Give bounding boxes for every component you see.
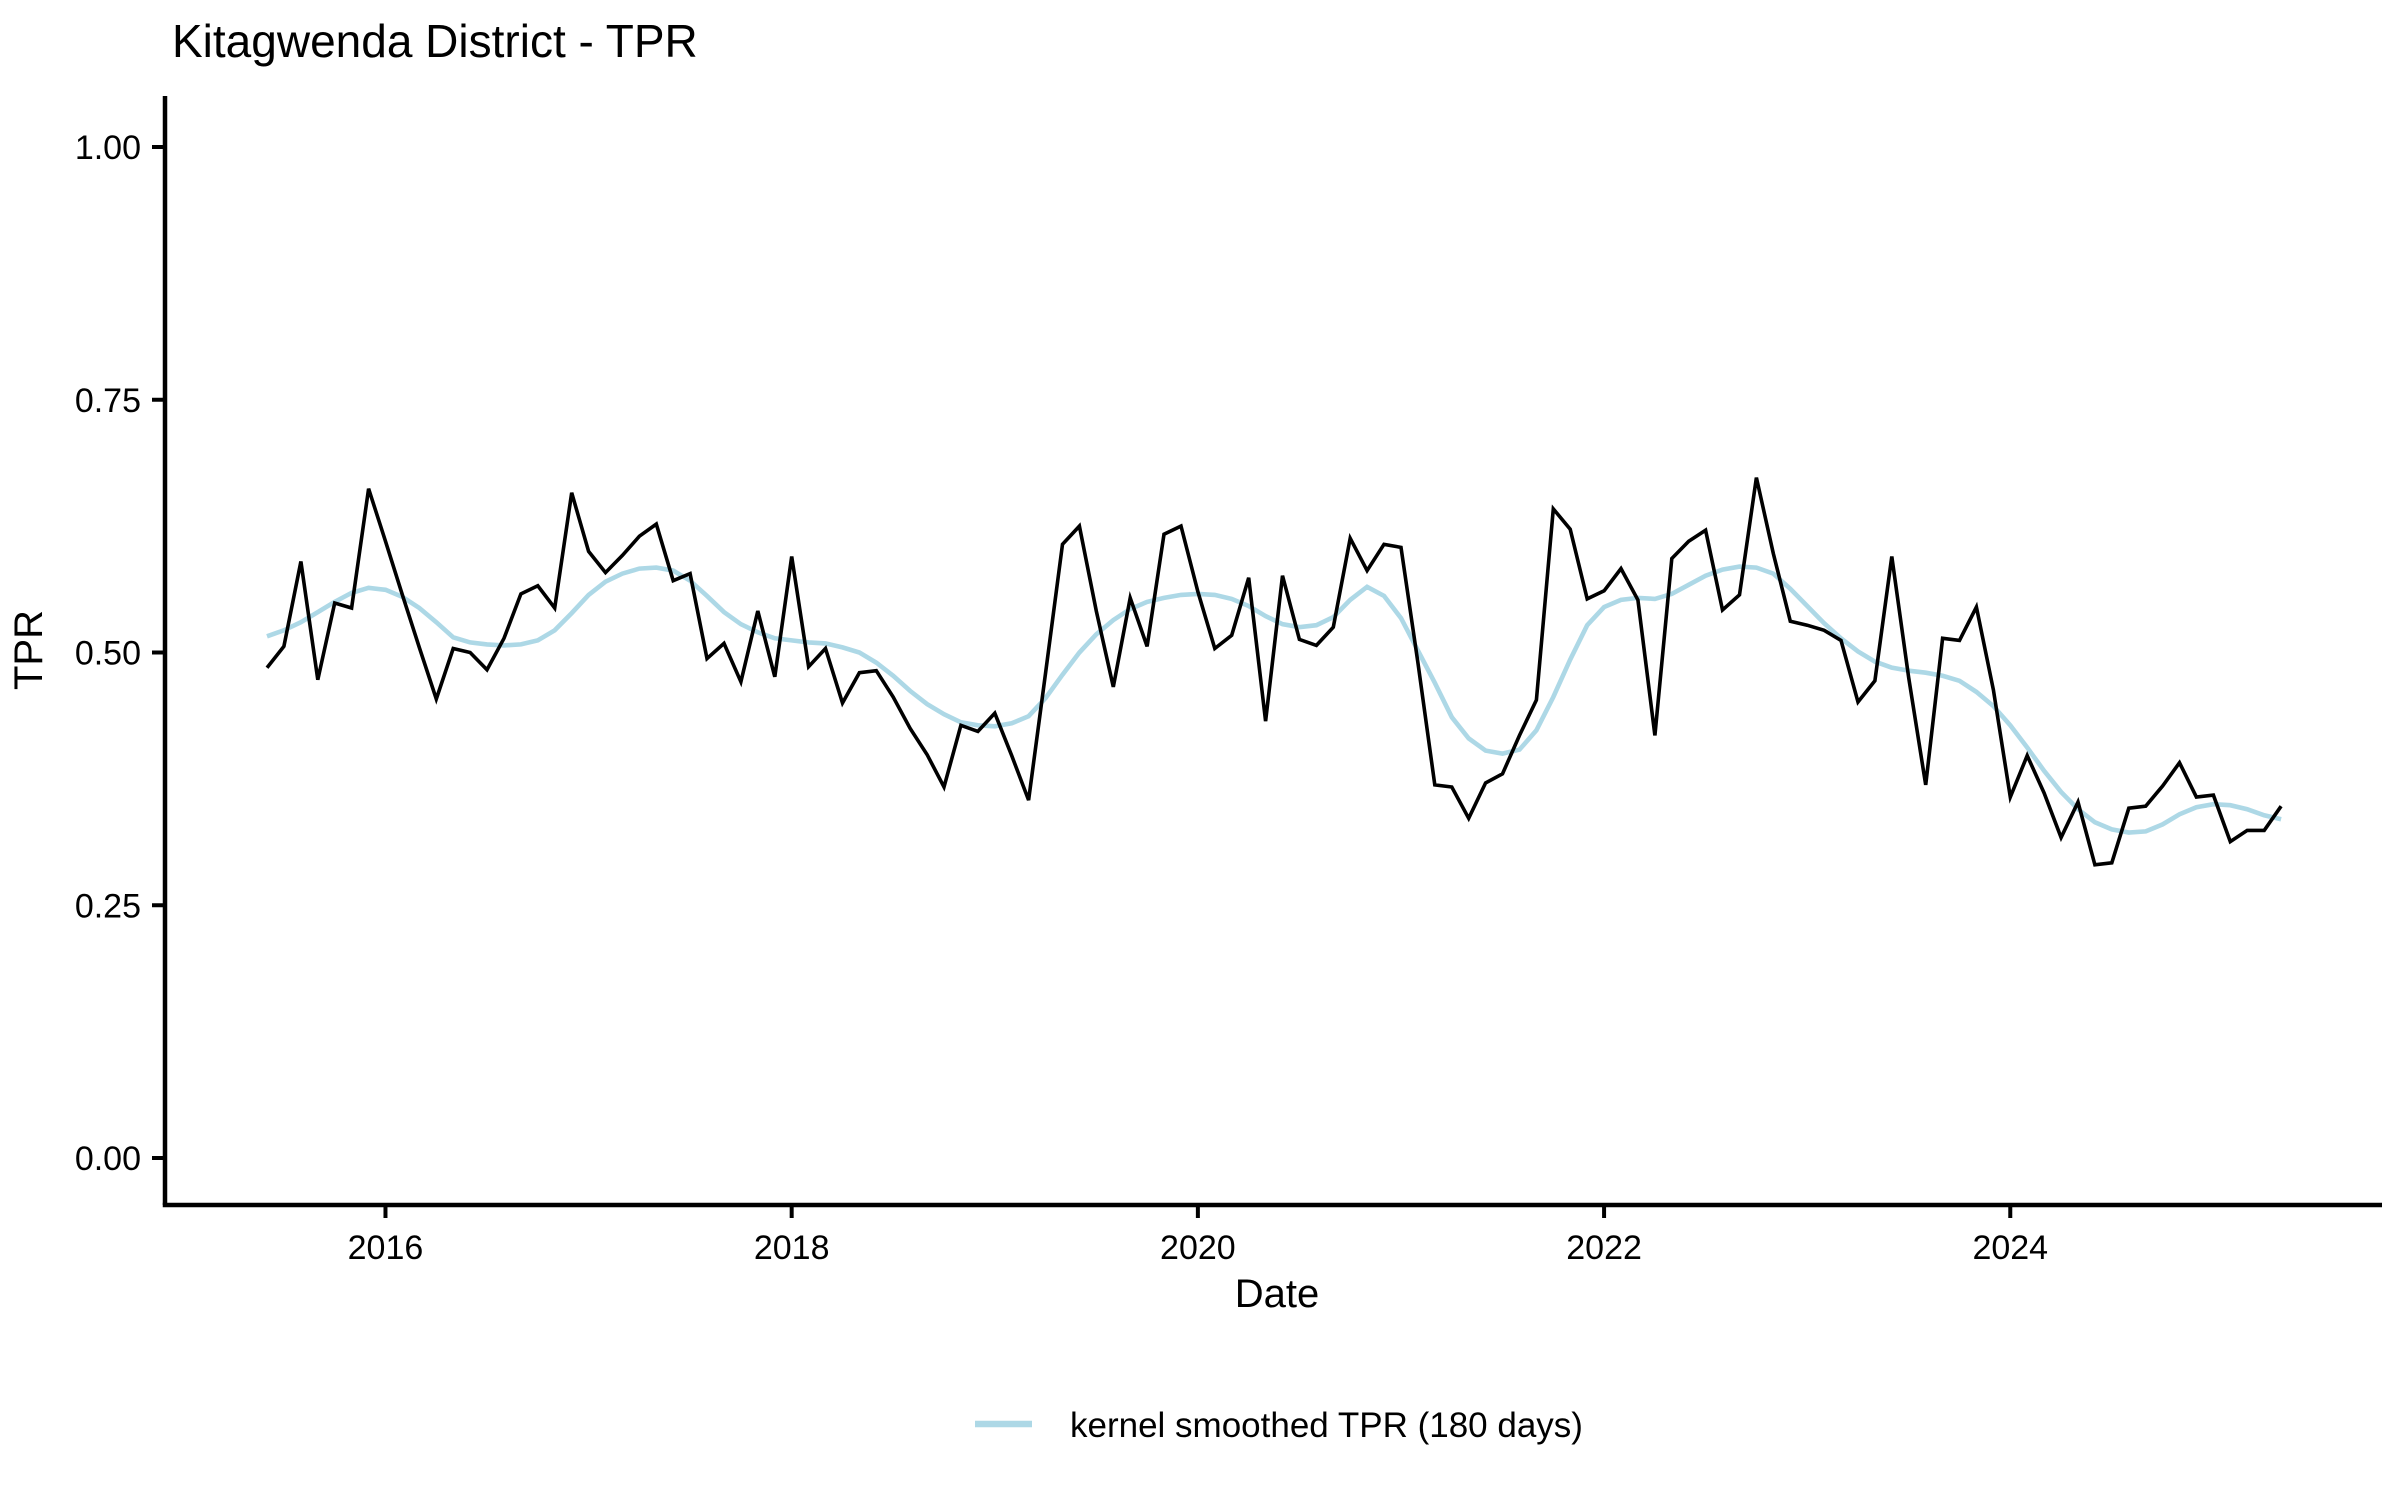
- y-tick-label: 0.25: [75, 887, 141, 925]
- chart-title: Kitagwenda District - TPR: [172, 15, 698, 67]
- x-tick-label: 2022: [1566, 1229, 1642, 1267]
- y-axis-title: TPR: [7, 610, 51, 690]
- x-tick-label: 2024: [1972, 1229, 2048, 1267]
- y-tick-label: 0.00: [75, 1140, 141, 1178]
- legend-label: kernel smoothed TPR (180 days): [1070, 1406, 1583, 1445]
- y-tick-label: 1.00: [75, 129, 141, 167]
- plot-generated-layer: 0.00 0.25 0.50 0.75 1.00 2016 2018 2020 2022 2024: [75, 96, 2382, 1267]
- tpr-line: [265, 477, 2283, 867]
- legend: kernel smoothed TPR (180 days): [975, 1406, 1583, 1445]
- x-tick-label: 2016: [348, 1229, 424, 1267]
- x-tick-label: 2018: [754, 1229, 830, 1267]
- y-tick-label: 0.50: [75, 635, 141, 673]
- y-tick-label: 0.75: [75, 382, 141, 420]
- smoothed-line: [266, 564, 2282, 835]
- x-axis-title: Date: [1235, 1272, 1320, 1316]
- x-tick-label: 2020: [1160, 1229, 1236, 1267]
